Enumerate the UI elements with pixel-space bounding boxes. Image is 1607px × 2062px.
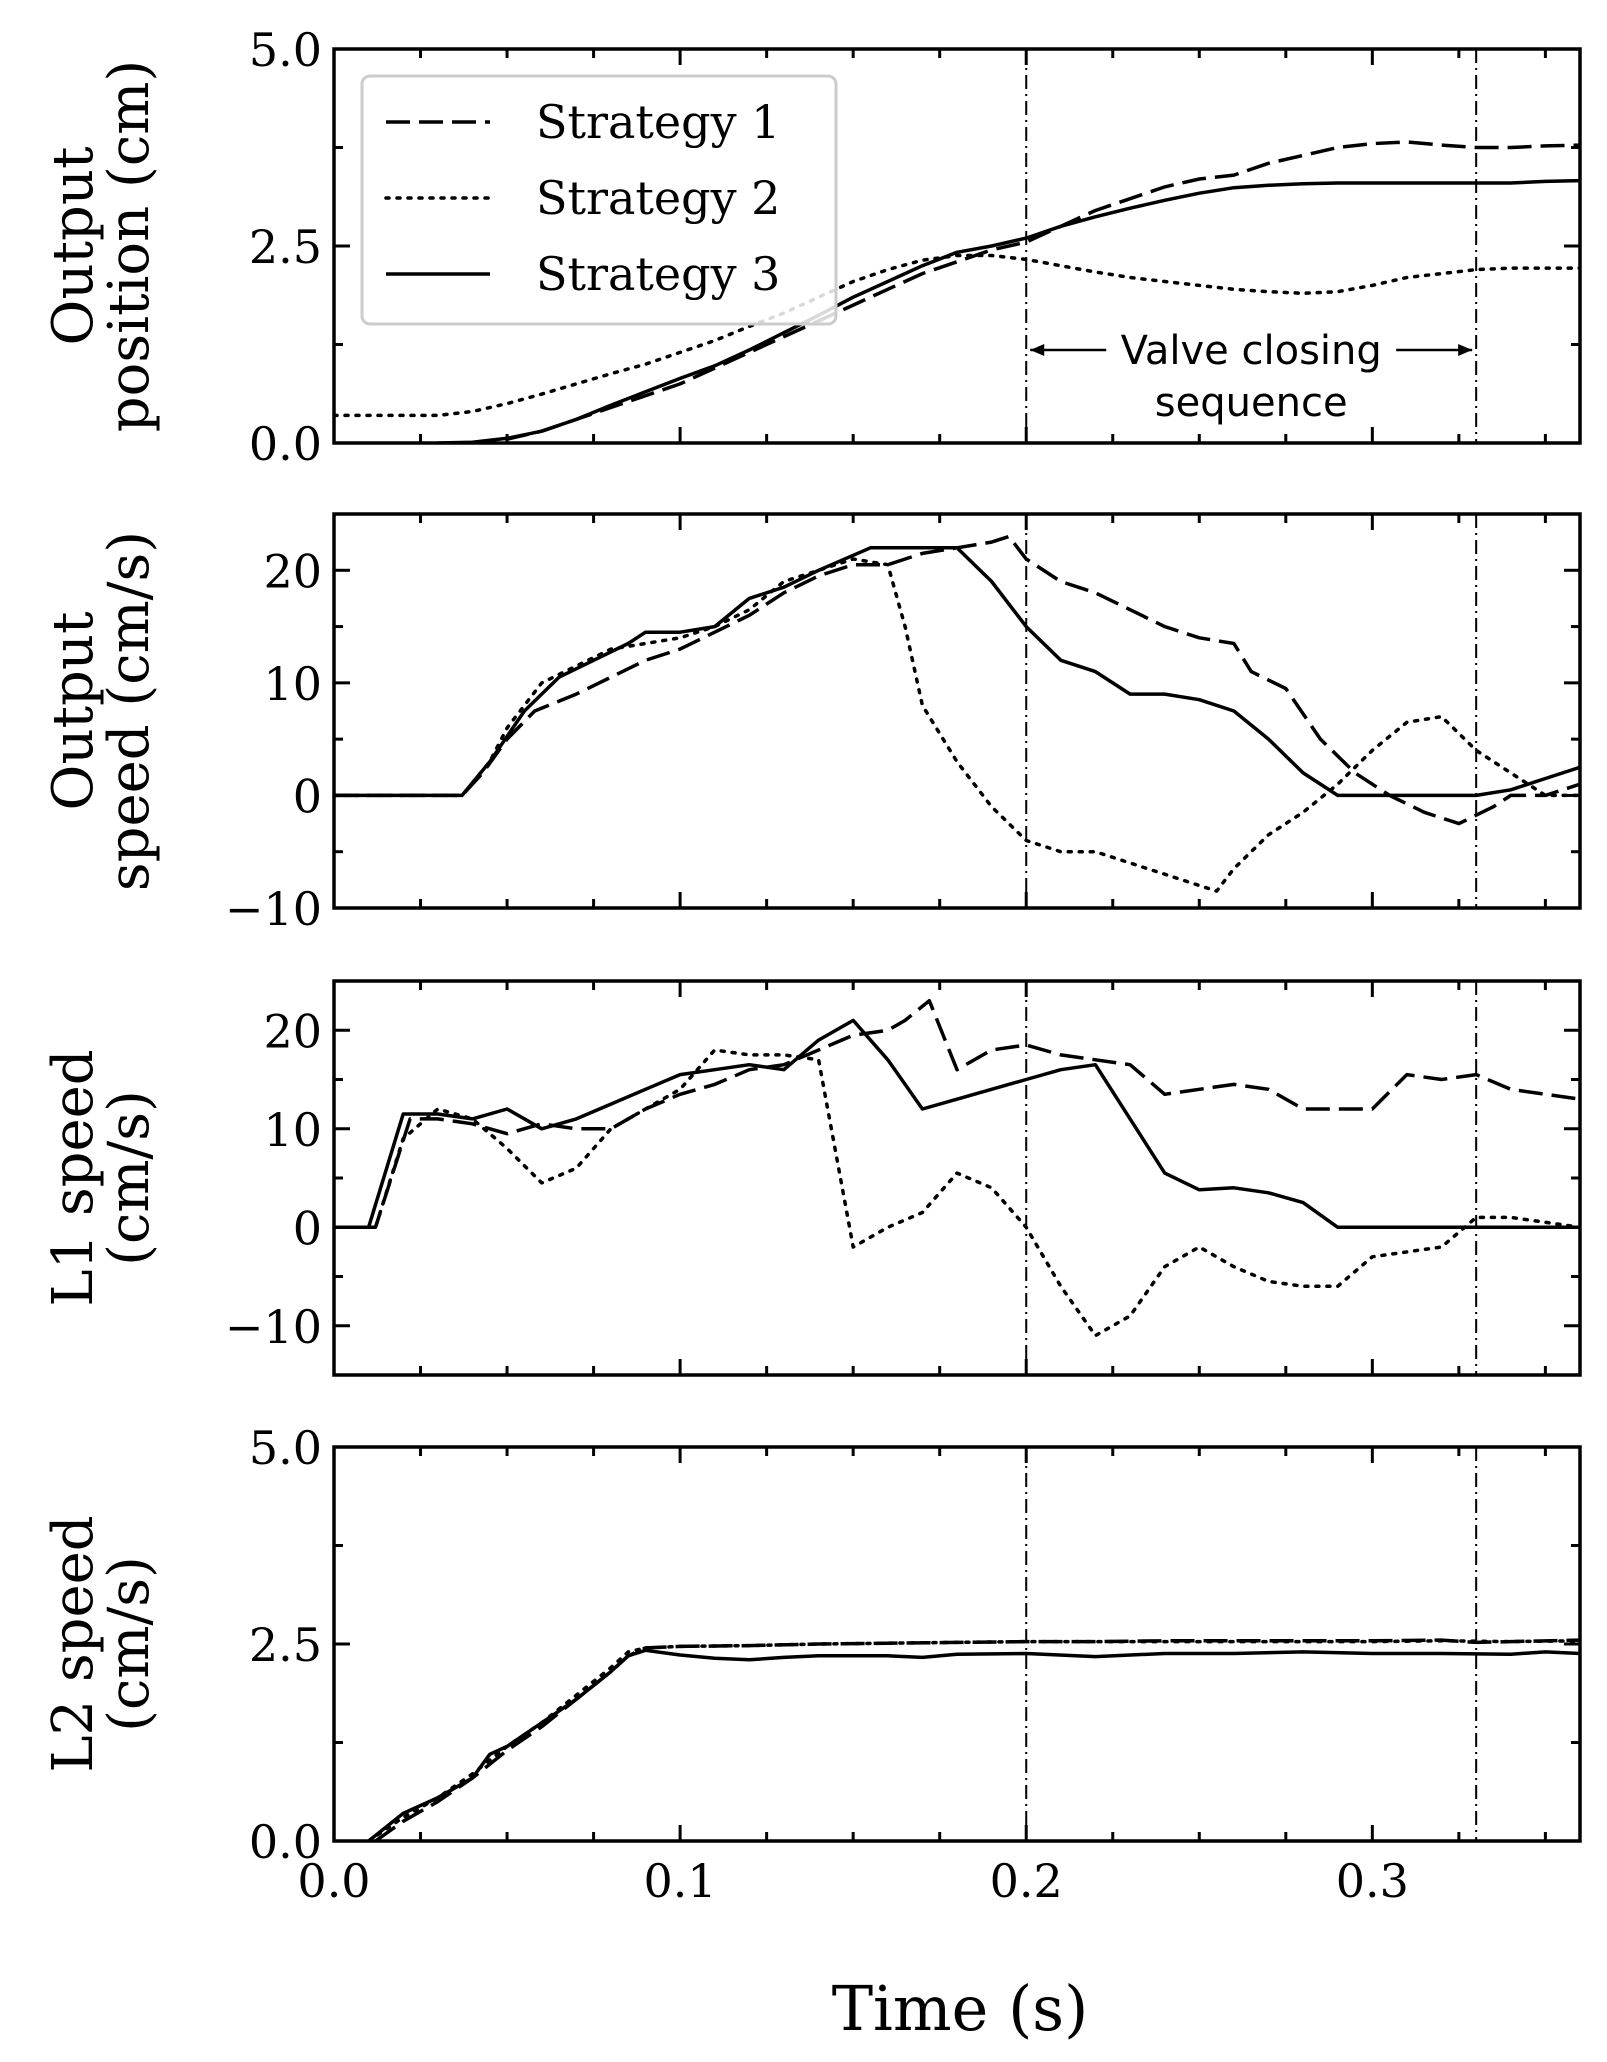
panel-frame: [332, 47, 1582, 445]
y-tick-label: 10: [263, 657, 322, 711]
series-line-strategy-3: [367, 1648, 1580, 1841]
y-axis-label-line: Output: [41, 146, 106, 345]
panel-l1-speed: −10 0 10 20 L1 speed(cm/s): [41, 979, 1582, 1377]
y-tick-label: 2.5: [249, 220, 322, 274]
y-tick-label: 20: [263, 544, 322, 598]
y-tick-label: 0: [293, 769, 322, 823]
y-tick-label: 0.0: [249, 1815, 322, 1869]
panel-l2-speed: 0.0 2.5 5.0 L2 speed(cm/s) 0.0 0.1 0.2 0.3: [41, 1421, 1582, 1908]
series-line-strategy-2: [334, 1048, 1580, 1338]
x-tick-label: 0.3: [1336, 1854, 1409, 1908]
y-tick-label: 20: [263, 1004, 322, 1058]
y-tick-label: 5.0: [249, 1421, 322, 1475]
y-tick-label: 10: [263, 1103, 322, 1157]
series-line-strategy-3: [334, 1018, 1580, 1230]
valve-closing-annotation: Valve closing sequence: [1030, 328, 1473, 426]
annotation-arrowhead-left: [1030, 344, 1045, 356]
annotation-text-line1: Valve closing: [1121, 328, 1382, 374]
y-axis-label-line: Output: [41, 611, 106, 810]
y-tick-label: 0: [293, 1201, 322, 1255]
legend-label: Strategy 1: [536, 95, 780, 149]
series-group: [334, 998, 1580, 1338]
series-line-strategy-1: [334, 998, 1580, 1230]
y-tick-label: 5.0: [249, 23, 322, 77]
y-axis-label-line: (cm/s): [97, 1556, 162, 1732]
panel-frame: [332, 512, 1582, 910]
x-tick-label: 0.0: [297, 1854, 370, 1908]
legend-label: Strategy 3: [536, 247, 780, 301]
series-group: [334, 534, 1580, 893]
y-axis-label-line: position (cm): [97, 60, 162, 432]
series-group: [366, 1638, 1580, 1841]
series-line-strategy-3: [334, 546, 1580, 798]
y-tick-label: −10: [225, 1300, 322, 1354]
series-group: [334, 140, 1580, 443]
annotation-text-line2: sequence: [1155, 380, 1348, 426]
panel-frame: [332, 979, 1582, 1377]
panel-frame: [332, 1445, 1582, 1843]
annotation-arrowhead-right: [1458, 344, 1473, 356]
series-line-strategy-2: [334, 557, 1580, 893]
x-tick-label: 0.2: [990, 1854, 1063, 1908]
x-axis-label: Time (s): [832, 1972, 1089, 2045]
y-axis-label-line: (cm/s): [97, 1090, 162, 1266]
series-line-strategy-3: [437, 178, 1580, 443]
series-line-strategy-1: [472, 140, 1580, 443]
y-tick-label: 2.5: [249, 1618, 322, 1672]
y-axis-label-line: L1 speed: [41, 1049, 106, 1306]
y-axis-label-line: speed (cm/s): [97, 531, 162, 891]
y-axis-label-line: L2 speed: [41, 1515, 106, 1772]
x-tick-label: 0.1: [644, 1854, 717, 1908]
legend-box: [360, 74, 838, 326]
legend: Strategy 1 Strategy 2 Strategy 3: [360, 74, 838, 326]
y-tick-label: −10: [225, 882, 322, 936]
y-tick-label: 0.0: [249, 417, 322, 471]
legend-label: Strategy 2: [536, 171, 780, 225]
